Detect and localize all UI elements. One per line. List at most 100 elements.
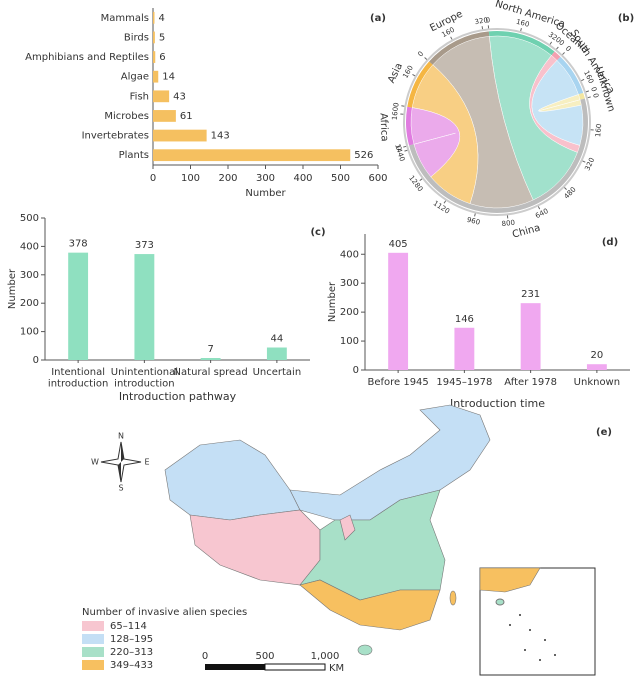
category-label: Microbes <box>104 111 149 122</box>
hub-label: China <box>511 223 541 241</box>
value-label: 61 <box>180 111 193 122</box>
tick-label: 320 <box>474 16 488 26</box>
bar <box>153 129 207 142</box>
inset-island <box>495 598 505 606</box>
outer-ring <box>403 106 409 147</box>
region <box>164 439 301 521</box>
x-axis-label: Introduction time <box>450 397 545 410</box>
chord <box>538 94 582 112</box>
bar <box>153 90 170 103</box>
category-label: Plants <box>119 150 149 161</box>
legend-swatch <box>82 647 104 657</box>
y-tick-label: 200 <box>340 307 359 318</box>
bar <box>153 70 159 83</box>
tick <box>556 46 559 50</box>
x-tick-label: 300 <box>256 173 275 184</box>
category-label: Algae <box>121 72 149 83</box>
tick <box>564 187 567 190</box>
y-tick-label: 100 <box>340 336 359 347</box>
bar <box>520 303 541 370</box>
legend-swatch <box>82 621 104 631</box>
value-label: 44 <box>271 334 284 345</box>
sector-label: Africa <box>377 113 389 142</box>
category-label: Natural spread <box>174 367 248 378</box>
tick <box>474 213 476 217</box>
category-label: Unintentional introduction <box>111 367 178 390</box>
tick <box>537 206 541 210</box>
x-tick-label: 0 <box>150 173 156 184</box>
bar <box>134 254 155 360</box>
sector-arc <box>407 61 433 108</box>
tick <box>582 160 586 163</box>
value-label: 43 <box>173 91 186 102</box>
tick-label: 640 <box>534 207 550 220</box>
panel-label: (a) <box>370 13 386 24</box>
y-tick-label: 200 <box>20 298 39 309</box>
value-label: 14 <box>162 72 175 83</box>
outer-ring <box>404 59 429 107</box>
scale-unit: KM <box>329 663 344 674</box>
tick <box>549 41 553 45</box>
inset-dot <box>509 624 511 626</box>
tick <box>587 96 591 99</box>
bar <box>68 252 89 360</box>
x-axis-label: Introduction pathway <box>119 390 237 403</box>
category-label: Invertebrates <box>82 131 149 142</box>
tick-label: 0 <box>591 92 600 98</box>
category-label: Fish <box>130 91 149 102</box>
y-tick-label: 500 <box>20 213 39 224</box>
inset-dot <box>539 659 541 661</box>
tick <box>424 57 428 60</box>
value-label: 526 <box>354 150 373 161</box>
compass-label: N <box>118 432 124 441</box>
x-axis-label: Number <box>245 188 286 199</box>
tick <box>585 90 590 93</box>
category-label: Uncertain <box>253 367 302 378</box>
category-label: Amphibians and Reptiles <box>25 52 149 63</box>
scale-label: 500 <box>255 651 274 662</box>
value-label: 4 <box>159 13 165 24</box>
tick <box>562 52 565 55</box>
tick-label: 0 <box>394 145 403 151</box>
value-label: 143 <box>211 131 230 142</box>
region <box>289 404 491 521</box>
tick <box>412 73 416 77</box>
y-tick-label: 0 <box>353 365 359 376</box>
tick-label: 160 <box>391 107 400 121</box>
value-label: 405 <box>389 239 408 250</box>
panel-label: (d) <box>602 237 618 248</box>
compass-label: W <box>91 458 99 467</box>
inset-dot <box>524 649 526 651</box>
y-axis-label: Number <box>7 268 18 309</box>
chord <box>410 107 461 178</box>
inset-dot <box>529 629 531 631</box>
island <box>357 644 373 656</box>
value-label: 6 <box>159 52 165 63</box>
tick <box>443 200 447 204</box>
panel-label: (c) <box>310 227 325 238</box>
tick <box>520 28 522 32</box>
legend-swatch <box>82 660 104 670</box>
inset-dot <box>519 614 521 616</box>
inset-land <box>479 567 541 593</box>
compass-label: E <box>144 458 149 467</box>
bar <box>586 364 607 370</box>
inset-dot <box>544 639 546 641</box>
legend-label: 220–313 <box>110 647 153 658</box>
compass-inner <box>118 442 124 482</box>
tick-label: 960 <box>466 216 481 227</box>
y-tick-label: 300 <box>20 270 39 281</box>
tick-label: 320 <box>583 156 596 171</box>
value-label: 373 <box>135 240 154 251</box>
tick <box>419 178 423 182</box>
bar <box>388 252 409 370</box>
tick <box>403 145 407 148</box>
scale-label: 1,000 <box>311 651 340 662</box>
category-label: After 1978 <box>504 377 557 388</box>
tick-label: 0 <box>485 16 490 24</box>
region <box>189 509 321 586</box>
category-label: Before 1945 <box>367 377 428 388</box>
tick-label: 160 <box>515 18 530 29</box>
bar <box>153 11 155 24</box>
region <box>339 514 356 541</box>
